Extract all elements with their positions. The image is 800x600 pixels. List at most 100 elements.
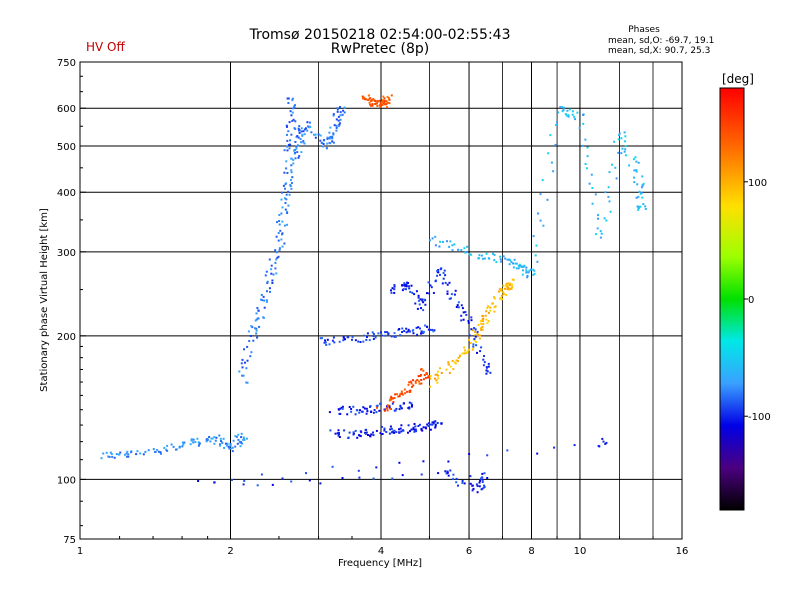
data-point: [399, 427, 402, 430]
data-point: [468, 253, 471, 256]
data-point: [632, 158, 635, 161]
data-point: [154, 450, 156, 453]
data-point: [623, 140, 626, 143]
data-point: [493, 297, 496, 300]
data-point: [284, 187, 286, 190]
data-point: [362, 97, 364, 100]
data-point: [483, 484, 486, 487]
data-point: [527, 271, 530, 274]
data-point: [287, 204, 290, 207]
data-point: [152, 448, 155, 451]
data-point: [380, 331, 382, 334]
data-point: [205, 440, 208, 443]
data-point: [365, 407, 368, 410]
data-point: [292, 107, 294, 110]
data-point: [481, 472, 484, 475]
data-point: [472, 329, 474, 332]
data-point: [609, 210, 612, 213]
data-point: [483, 472, 486, 475]
data-point: [342, 405, 344, 408]
data-point: [339, 114, 342, 117]
data-point: [367, 434, 369, 436]
data-point: [482, 486, 485, 489]
data-point: [437, 374, 440, 377]
data-point: [479, 479, 482, 482]
data-point: [410, 284, 413, 287]
data-point: [421, 299, 424, 302]
data-point: [497, 290, 500, 293]
data-point: [463, 482, 466, 485]
data-point: [442, 240, 444, 243]
data-point: [275, 251, 278, 254]
data-point: [252, 339, 255, 342]
data-point: [502, 255, 505, 258]
data-point: [336, 432, 339, 435]
data-point: [297, 156, 300, 159]
data-point: [383, 427, 386, 430]
data-point: [508, 263, 511, 266]
data-point: [412, 384, 415, 387]
data-point: [481, 328, 484, 331]
data-point: [379, 402, 382, 405]
data-point: [338, 123, 341, 126]
data-point: [337, 115, 340, 118]
data-point: [362, 406, 365, 409]
data-point: [483, 361, 486, 364]
data-point: [294, 120, 297, 123]
data-point: [621, 147, 624, 150]
data-point: [294, 141, 297, 143]
data-point: [427, 422, 430, 425]
data-point: [391, 402, 394, 405]
data-point: [287, 102, 290, 104]
data-point: [417, 326, 420, 329]
data-point: [441, 282, 444, 285]
data-point: [344, 338, 346, 341]
data-point: [243, 438, 246, 441]
data-point: [457, 248, 460, 251]
data-point: [255, 327, 258, 330]
data-point: [423, 298, 426, 301]
data-point: [290, 114, 293, 117]
data-point: [418, 423, 421, 426]
data-point: [322, 143, 325, 145]
data-point: [611, 163, 613, 166]
data-point: [407, 424, 410, 427]
data-point: [340, 406, 343, 409]
data-point: [325, 343, 328, 346]
data-point: [422, 301, 425, 304]
data-point: [287, 130, 290, 133]
data-point: [408, 406, 411, 409]
data-point: [389, 407, 392, 410]
data-point: [418, 303, 421, 306]
data-point: [365, 412, 368, 415]
data-point: [294, 157, 297, 160]
data-point: [422, 309, 425, 312]
data-point: [642, 203, 645, 206]
data-point: [408, 391, 411, 393]
data-point: [403, 284, 406, 287]
data-point: [546, 198, 549, 201]
data-point: [607, 195, 610, 198]
data-point: [290, 133, 293, 136]
data-point: [617, 138, 620, 141]
data-point: [393, 431, 396, 434]
data-point: [362, 340, 365, 343]
data-point: [368, 339, 371, 342]
data-point: [554, 143, 557, 146]
data-point: [332, 141, 335, 144]
data-point: [371, 103, 374, 106]
data-point: [392, 401, 395, 403]
data-point: [298, 125, 301, 127]
data-point: [411, 291, 414, 294]
data-point: [420, 368, 423, 371]
data-point: [481, 315, 484, 317]
data-point: [383, 101, 386, 104]
data-point: [239, 441, 242, 444]
data-point: [412, 426, 415, 429]
data-point: [511, 283, 513, 286]
data-point: [468, 334, 471, 337]
data-point: [508, 288, 511, 291]
data-point: [535, 244, 538, 247]
data-point: [279, 229, 282, 232]
data-point: [156, 449, 159, 451]
